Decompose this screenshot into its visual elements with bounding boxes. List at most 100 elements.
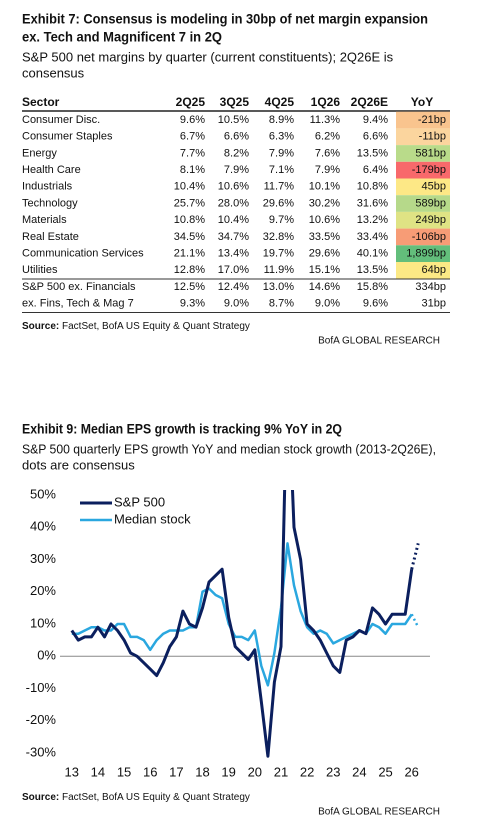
table-cell: 12.4% xyxy=(218,281,249,293)
series-line xyxy=(71,542,413,687)
table-cell: 21.1% xyxy=(174,248,205,260)
x-tick-label: 13 xyxy=(65,764,79,779)
table-cell: 9.6% xyxy=(363,298,388,310)
consensus-line xyxy=(410,613,420,628)
table-cell: 8.2% xyxy=(224,147,249,159)
plot-area xyxy=(70,490,420,758)
y-tick-label: -30% xyxy=(26,744,57,759)
table-cell: 9.3% xyxy=(180,298,205,310)
table-cell: 8.1% xyxy=(180,164,205,176)
sector-name: Consumer Staples xyxy=(22,131,113,143)
source-label: Source: xyxy=(22,792,59,803)
x-tick-label: 22 xyxy=(300,764,314,779)
table-cell: 334bp xyxy=(415,281,446,293)
sector-name: Technology xyxy=(22,197,78,209)
table-cell: 7.1% xyxy=(269,164,294,176)
legend-label: Median stock xyxy=(114,511,191,526)
yoy-cell xyxy=(396,161,450,179)
table-cell: 33.5% xyxy=(309,231,340,243)
table-cell: 10.5% xyxy=(218,114,249,126)
table-header: 2Q26E xyxy=(351,95,388,109)
x-tick-label: 14 xyxy=(91,764,105,779)
y-tick-label: 0% xyxy=(37,648,56,663)
table-cell: -21bp xyxy=(418,114,446,126)
chart-title: Exhibit 9: Median EPS growth is tracking… xyxy=(22,421,342,437)
exhibit-subtitle: consensus xyxy=(22,65,85,80)
table-cell: 10.6% xyxy=(309,214,340,226)
table-cell: 10.1% xyxy=(309,181,340,193)
brand: BofA GLOBAL RESEARCH xyxy=(318,807,440,818)
table-cell: 34.5% xyxy=(174,231,205,243)
source-text: FactSet, BofA US Equity & Quant Strategy xyxy=(59,792,250,803)
yoy-cell xyxy=(396,195,450,212)
yoy-cell xyxy=(396,128,450,146)
sector-name: Real Estate xyxy=(22,231,79,243)
yoy-cell xyxy=(396,145,450,162)
table-cell: 29.6% xyxy=(263,197,294,209)
chart-subtitle: dots are consensus xyxy=(22,457,135,472)
table-cell: 6.2% xyxy=(315,131,340,143)
table-cell: 10.8% xyxy=(174,214,205,226)
table-cell: 6.6% xyxy=(363,131,388,143)
table-cell: 13.0% xyxy=(263,281,294,293)
sector-name: Consumer Disc. xyxy=(22,114,100,126)
table-cell: 31.6% xyxy=(357,197,388,209)
exhibit-title: Exhibit 7: Consensus is modeling in 30bp… xyxy=(22,11,428,27)
table-cell: 12.8% xyxy=(174,264,205,276)
sector-name: Communication Services xyxy=(22,248,144,260)
table-cell: 6.7% xyxy=(180,131,205,143)
table-cell: 6.4% xyxy=(363,164,388,176)
x-tick-label: 16 xyxy=(143,764,157,779)
legend-label: S&P 500 xyxy=(114,494,165,509)
table-cell: 64bp xyxy=(422,264,446,276)
table-cell: 10.4% xyxy=(218,214,249,226)
x-tick-label: 25 xyxy=(378,764,392,779)
table-cell: 12.5% xyxy=(174,281,205,293)
yoy-cell xyxy=(396,211,450,229)
table-cell: 9.4% xyxy=(363,114,388,126)
x-tick-label: 21 xyxy=(274,764,288,779)
chart-subtitle: S&P 500 quarterly EPS growth YoY and med… xyxy=(22,441,436,456)
exhibit-title: ex. Tech and Magnificent 7 in 2Q xyxy=(22,29,222,45)
sector-name: ex. Fins, Tech & Mag 7 xyxy=(22,298,134,310)
table-cell: 9.0% xyxy=(224,298,249,310)
table-cell: -11bp xyxy=(419,131,446,143)
table-cell: 249bp xyxy=(415,214,446,226)
table-cell: 1,899bp xyxy=(406,248,446,260)
sector-name: Utilities xyxy=(22,264,58,276)
table-cell: 15.1% xyxy=(309,264,340,276)
table-cell: 32.8% xyxy=(263,231,294,243)
table-cell: 7.9% xyxy=(224,164,249,176)
table-cell: 9.6% xyxy=(180,114,205,126)
table-cell: 33.4% xyxy=(357,231,388,243)
table-cell: 11.3% xyxy=(310,114,341,126)
table-header: 3Q25 xyxy=(220,95,250,109)
x-tick-label: 18 xyxy=(195,764,209,779)
table-cell: 40.1% xyxy=(357,248,388,260)
series-line xyxy=(70,490,414,758)
sector-name: Energy xyxy=(22,147,57,159)
table-cell: 9.0% xyxy=(315,298,340,310)
table-cell: 8.9% xyxy=(269,114,294,126)
table-cell: 30.2% xyxy=(309,197,340,209)
consensus-line xyxy=(410,543,420,570)
table-header: 4Q25 xyxy=(265,95,295,109)
yoy-cell xyxy=(396,111,450,129)
table-cell: 13.4% xyxy=(218,248,249,260)
table-cell: -106bp xyxy=(412,231,446,243)
table-cell: 10.4% xyxy=(174,181,205,193)
table-cell: 11.9% xyxy=(264,264,295,276)
brand: BofA GLOBAL RESEARCH xyxy=(318,336,440,347)
table-cell: -179bp xyxy=(412,164,446,176)
y-tick-label: -10% xyxy=(26,680,57,695)
table-cell: 581bp xyxy=(415,147,446,159)
table-cell: 10.8% xyxy=(357,181,388,193)
yoy-cell xyxy=(396,245,450,262)
x-tick-label: 15 xyxy=(117,764,131,779)
table-cell: 8.7% xyxy=(269,298,294,310)
x-tick-label: 23 xyxy=(326,764,340,779)
table-cell: 31bp xyxy=(422,298,446,310)
table-cell: 589bp xyxy=(415,197,446,209)
source: Source: FactSet, BofA US Equity & Quant … xyxy=(22,792,250,803)
